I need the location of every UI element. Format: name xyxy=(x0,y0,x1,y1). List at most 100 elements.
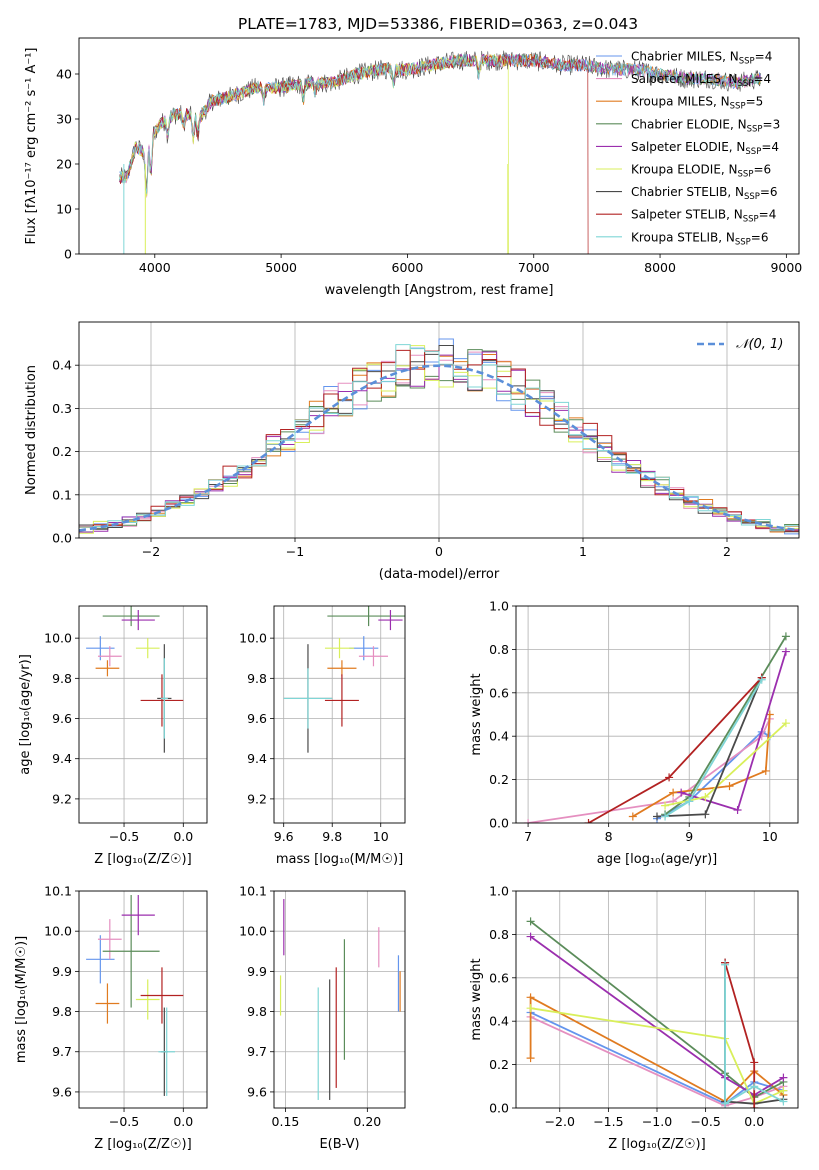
x-tick-label: 9.6 xyxy=(274,829,294,844)
x-tick-label: 0 xyxy=(435,544,443,559)
weight-marker-8 xyxy=(750,1058,759,1067)
legend-label-tail: =6 xyxy=(751,230,769,244)
axes-frame xyxy=(78,605,208,824)
plot-area-mass-vs-EBV xyxy=(274,891,405,1108)
x-tick-label: 7000 xyxy=(518,260,550,275)
y-tick-label: 9.6 xyxy=(247,1084,267,1099)
x-axis-label: (data-model)/error xyxy=(379,567,500,582)
y-tick-label: 1.0 xyxy=(489,884,509,899)
x-tick-label: −1.5 xyxy=(593,1114,623,1129)
y-axis-label: mass [log₁₀(M/M☉)] xyxy=(14,936,29,1063)
weight-line-2 xyxy=(530,1016,784,1107)
x-tick-label: −0.5 xyxy=(690,1114,720,1129)
y-tick-label: 9.8 xyxy=(52,1004,72,1019)
legend-label-tail: =4 xyxy=(753,72,771,86)
plot-area-residuals xyxy=(79,322,799,538)
plot-area-mass-weight-vs-age xyxy=(516,606,798,823)
spectrum-line-9 xyxy=(119,53,761,195)
panel-spectrum: 4000 5000 6000 7000 8000 9000 0 10 20 30 40 wavelen… xyxy=(24,37,802,298)
y-tick-label: 9.9 xyxy=(247,964,267,979)
plot-area-spectrum xyxy=(119,50,761,254)
legend-label-tail: =5 xyxy=(746,95,764,109)
weight-marker-8 xyxy=(584,819,593,823)
x-tick-label: 0.15 xyxy=(272,1114,300,1129)
y-tick-label: 10.0 xyxy=(44,631,72,646)
panel-mass-weight-vs-Z: −2.0 −1.5 −1.0 −0.5 0.0 0.0 0.2 0.4 0.6 0.8 1.0 Z [… xyxy=(469,884,799,1152)
x-axis-label: age [log₁₀(age/yr)] xyxy=(597,852,718,867)
weight-marker-7 xyxy=(653,812,661,821)
x-tick-label: 2 xyxy=(723,544,731,559)
y-tick-label: 0.8 xyxy=(489,927,509,942)
y-tick-label: 40 xyxy=(56,67,72,82)
x-axis-label: Z [log₁₀(Z/Z☉)] xyxy=(94,852,191,867)
weight-marker-9 xyxy=(779,1097,788,1106)
x-tick-label: 6000 xyxy=(392,260,424,275)
plot-area-age-vs-mass xyxy=(274,606,405,823)
y-tick-label: 0.6 xyxy=(489,685,509,700)
weight-marker-6 xyxy=(701,792,710,801)
y-tick-label: 10.0 xyxy=(239,631,267,646)
x-tick-label: 0.0 xyxy=(744,1114,764,1129)
weight-marker-6 xyxy=(661,801,670,810)
x-axis-label: mass [log₁₀(M/M☉)] xyxy=(276,852,403,867)
weight-marker-9 xyxy=(685,797,694,806)
weight-marker-5 xyxy=(781,647,790,656)
legend-label-base: Chabrier STELIB, N xyxy=(631,185,744,199)
legend-label: Kroupa STELIB, NSSP=6 xyxy=(631,230,769,247)
weight-line-2 xyxy=(527,718,771,823)
weight-marker-7 xyxy=(701,810,710,819)
plot-area-age-vs-Z xyxy=(79,606,207,823)
y-tick-label: 0.3 xyxy=(52,401,72,416)
x-tick-label: 8000 xyxy=(644,260,676,275)
x-tick-label: −2.0 xyxy=(545,1114,575,1129)
weight-marker-9 xyxy=(661,812,670,821)
weight-marker-3 xyxy=(725,782,734,791)
legend-label-sub: SSP xyxy=(730,102,746,112)
y-tick-label: 9.8 xyxy=(247,671,267,686)
legend-label-sub: SSP xyxy=(743,215,759,225)
weight-marker-6 xyxy=(781,719,790,728)
y-tick-label: 9.8 xyxy=(247,1004,267,1019)
panel-mass-vs-EBV: 0.15 0.20 9.6 9.7 9.8 9.9 10.0 10.1 E(B-V) xyxy=(239,884,406,1152)
panel-mass-vs-Z: −0.5 0.0 9.6 9.7 9.8 9.9 10.0 10.1 Z [log₁₀(Z/Z☉… xyxy=(14,884,208,1152)
x-tick-label: 10 xyxy=(373,829,389,844)
axes-frame xyxy=(515,605,799,824)
weight-marker-3 xyxy=(526,1054,535,1063)
x-axis-label: wavelength [Angstrom, rest frame] xyxy=(325,283,554,298)
y-tick-label: 10 xyxy=(56,202,72,217)
y-axis-label: age [log₁₀(age/yr)] xyxy=(18,654,33,775)
axes-frame xyxy=(273,605,406,824)
y-tick-label: 9.7 xyxy=(52,1044,72,1059)
weight-marker-3 xyxy=(628,812,637,821)
y-tick-label: 30 xyxy=(56,112,72,127)
legend-label-base: Salpeter STELIB, N xyxy=(631,208,743,222)
y-tick-label: 0.0 xyxy=(52,531,72,546)
legend-label-tail: =6 xyxy=(760,185,778,199)
y-tick-label: 10.1 xyxy=(239,884,267,899)
y-tick-label: 10.1 xyxy=(44,884,72,899)
y-tick-label: 9.7 xyxy=(247,1044,267,1059)
histogram-series-7 xyxy=(79,345,799,533)
legend-label-tail: =6 xyxy=(753,163,771,177)
weight-marker-8 xyxy=(750,1104,759,1108)
axes-frame xyxy=(78,321,800,539)
axes-frame xyxy=(273,890,406,1109)
x-tick-label: 8 xyxy=(605,829,613,844)
y-tick-label: 0.0 xyxy=(489,816,509,831)
y-tick-label: 9.2 xyxy=(52,791,72,806)
x-tick-label: 9 xyxy=(685,829,693,844)
x-tick-label: −2 xyxy=(142,544,160,559)
x-tick-label: 10 xyxy=(762,829,778,844)
weight-marker-9 xyxy=(750,1082,759,1091)
y-tick-label: 9.4 xyxy=(247,751,267,766)
y-tick-label: 0.2 xyxy=(52,444,72,459)
x-tick-label: 0.0 xyxy=(173,829,193,844)
legend-label-tail: =4 xyxy=(759,208,777,222)
weight-marker-3 xyxy=(761,766,770,775)
y-tick-label: 0.2 xyxy=(489,1057,509,1072)
x-tick-label: 9.8 xyxy=(322,829,342,844)
legend-label-sub: SSP xyxy=(747,124,763,134)
histogram-series-9 xyxy=(79,344,799,532)
y-tick-label: 0.2 xyxy=(489,772,509,787)
legend-label-base: Kroupa MILES, N xyxy=(631,95,730,109)
